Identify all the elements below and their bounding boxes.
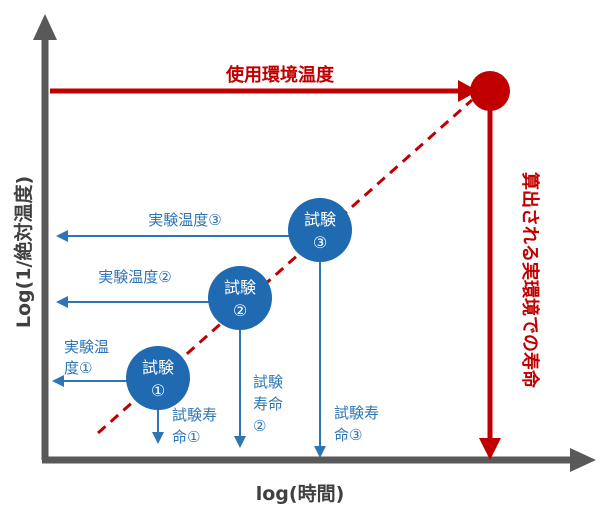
test1-lifetime-arrowhead [152, 432, 164, 444]
test3-temperature-label: 実験温度③ [148, 211, 221, 229]
y-axis-arrowhead [33, 14, 57, 40]
test2-temperature-label: 実験温度② [98, 268, 171, 286]
x-axis-label: log(時間) [256, 483, 345, 505]
test1-temperature-label-line1: 実験温 [64, 338, 109, 356]
test3-name-line2: ③ [313, 233, 327, 252]
test2-lifetime-label-line2: 寿命 [253, 395, 283, 413]
test2-lifetime-label-line3: ② [253, 417, 266, 435]
test1-temperature-arrowhead [52, 375, 64, 387]
usage-lifetime-arrowhead [479, 438, 501, 460]
test1-lifetime-label-line2: 命① [172, 428, 200, 446]
test2-name-line2: ② [233, 301, 247, 320]
test3-lifetime-arrowhead [314, 446, 326, 458]
y-axis-label: Log(1/絶対温度) [12, 176, 35, 328]
x-axis-arrowhead [570, 448, 596, 472]
usage-lifetime-label: 算出される実環境での寿命 [519, 172, 541, 389]
test2-point [208, 266, 272, 330]
test1-lifetime-label-line1: 試験寿 [172, 406, 217, 424]
test3-lifetime-label-line1: 試験寿 [334, 404, 379, 422]
test2-temperature-arrowhead [56, 296, 68, 308]
test1-temperature-label-line2: 度① [64, 359, 92, 377]
test1-name-line2: ① [151, 381, 165, 400]
test1-name-line1: 試験 [142, 358, 174, 377]
test2-lifetime-label-line1: 試験 [253, 373, 283, 391]
test3-point [288, 198, 352, 262]
usage-condition-point [470, 71, 510, 111]
usage-temperature-arrowhead [458, 80, 478, 102]
usage-temperature-label: 使用環境温度 [225, 64, 335, 86]
test2-name-line1: 試験 [224, 278, 256, 297]
test3-temperature-arrowhead [56, 230, 68, 242]
test3-lifetime-label-line2: 命③ [334, 426, 362, 444]
test3-name-line1: 試験 [304, 210, 336, 229]
test2-lifetime-arrowhead [234, 436, 246, 448]
acceleration-trend-line [97, 98, 473, 435]
test1-point [126, 346, 190, 410]
